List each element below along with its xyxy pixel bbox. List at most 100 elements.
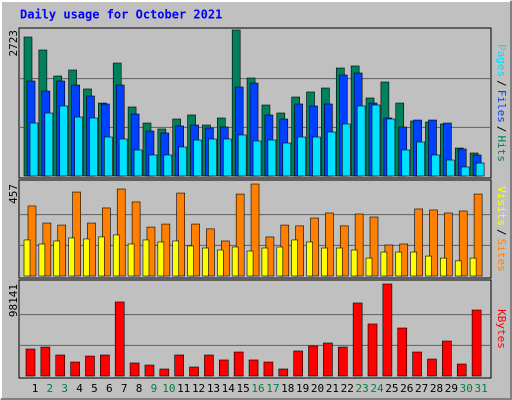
legend-separator: / <box>495 229 508 236</box>
bar <box>323 342 333 377</box>
x-tick-label: 29 <box>445 382 458 395</box>
x-tick-label: 3 <box>61 382 68 395</box>
bar <box>252 140 262 177</box>
y-tick-label: 457 <box>7 184 20 204</box>
bar <box>263 361 274 377</box>
bar <box>442 340 452 377</box>
bar <box>174 354 184 377</box>
bar <box>118 138 128 177</box>
x-tick-label: 20 <box>311 382 324 395</box>
bar <box>248 359 259 377</box>
bar <box>306 241 313 277</box>
bar <box>104 136 113 177</box>
x-tick-label: 28 <box>430 382 443 395</box>
bar <box>308 345 318 377</box>
bar <box>233 351 244 377</box>
x-tick-label: 7 <box>121 382 128 395</box>
bar <box>293 350 303 377</box>
bar <box>469 257 477 277</box>
bar <box>131 201 141 277</box>
bar <box>208 138 217 177</box>
x-tick-label: 13 <box>207 382 220 395</box>
bar <box>471 309 482 377</box>
bar <box>74 116 83 177</box>
bar <box>70 361 80 377</box>
bar <box>114 301 125 377</box>
x-tick-label: 25 <box>385 382 398 395</box>
x-tick-label: 10 <box>162 382 175 395</box>
bar <box>278 368 289 377</box>
x-tick-label: 1 <box>32 382 39 395</box>
legend-separator: / <box>495 126 508 133</box>
bar <box>456 363 467 377</box>
bar <box>473 193 483 277</box>
x-tick-label: 17 <box>266 382 279 395</box>
bar <box>231 246 239 277</box>
bar <box>129 362 140 377</box>
x-tick-label: 19 <box>296 382 309 395</box>
bar <box>157 241 165 277</box>
bar <box>425 255 432 277</box>
bar <box>325 212 334 277</box>
bar <box>341 123 351 177</box>
bar <box>204 354 214 377</box>
bar <box>98 236 105 277</box>
bar <box>29 122 39 177</box>
legend-entry: Hits <box>495 136 508 163</box>
bar <box>40 346 51 377</box>
bar <box>217 249 224 277</box>
bar <box>148 154 158 177</box>
bar <box>380 251 388 277</box>
bar <box>44 112 54 177</box>
bar <box>235 193 245 277</box>
bar <box>369 216 379 277</box>
bar <box>261 247 269 277</box>
x-tick-label: 30 <box>460 382 473 395</box>
bar <box>59 105 69 177</box>
bar <box>202 247 209 277</box>
bar <box>172 240 179 277</box>
bar <box>193 139 202 177</box>
x-tick-label: 2 <box>47 382 54 395</box>
x-tick-label: 12 <box>192 382 205 395</box>
bar <box>176 192 185 277</box>
legend: Pages / Files / Hits <box>495 44 508 162</box>
bar <box>38 243 46 277</box>
bar <box>267 139 277 177</box>
bar <box>454 260 462 277</box>
bar <box>112 234 120 277</box>
x-tick-label: 23 <box>356 382 369 395</box>
y-tick-label: 2723 <box>7 30 20 57</box>
x-tick-label: 21 <box>326 382 339 395</box>
legend: KBytes <box>495 309 508 349</box>
x-tick-label: 16 <box>251 382 264 395</box>
legend-entry: Sites <box>495 239 508 272</box>
x-tick-label: 9 <box>151 382 158 395</box>
bar <box>250 183 260 277</box>
legend-entry: Pages <box>495 44 508 77</box>
x-tick-label: 8 <box>136 382 143 395</box>
legend-entry: KBytes <box>495 309 508 349</box>
x-tick-label: 27 <box>415 382 428 395</box>
bar <box>55 354 66 377</box>
bar <box>416 141 425 177</box>
x-tick-label: 5 <box>91 382 98 395</box>
bar <box>72 191 81 277</box>
bar <box>352 302 363 377</box>
bar <box>187 245 194 277</box>
bar <box>335 247 343 277</box>
bar <box>460 166 470 177</box>
bar <box>312 136 321 177</box>
bar <box>412 351 422 377</box>
bar <box>159 368 170 377</box>
bar <box>350 249 358 277</box>
bar <box>144 364 155 377</box>
bar <box>458 210 468 277</box>
x-tick-label: 31 <box>474 382 487 395</box>
bar <box>237 134 247 177</box>
bar <box>246 250 254 277</box>
bar <box>327 131 336 177</box>
legend-separator: / <box>495 80 508 87</box>
